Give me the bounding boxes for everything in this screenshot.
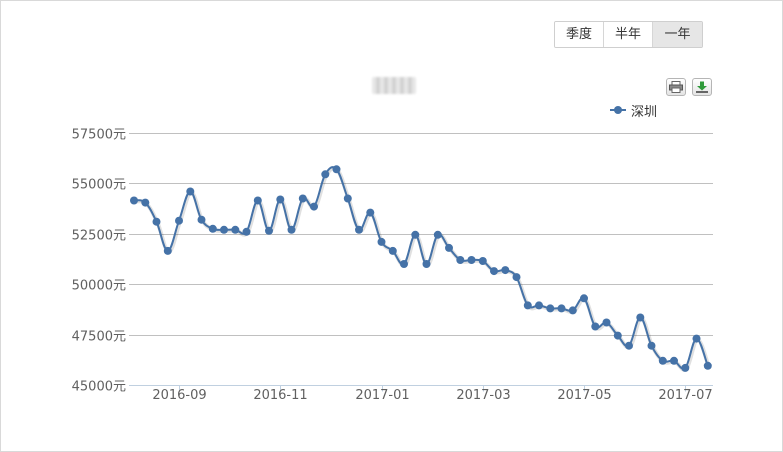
data-point [265, 226, 273, 235]
data-point [445, 243, 453, 252]
period-selector: 季度 半年 一年 [554, 21, 703, 48]
data-point [681, 363, 690, 372]
x-tick-label: 2017-01 [355, 388, 409, 403]
data-point [512, 273, 521, 282]
data-point [276, 195, 285, 204]
data-point [310, 202, 318, 211]
data-point [703, 361, 712, 370]
data-point [501, 266, 510, 275]
data-point [523, 301, 532, 310]
y-tick-label: 47500元 [72, 330, 126, 345]
data-point [658, 356, 667, 365]
chart-legend[interactable]: 深圳 [610, 101, 658, 120]
data-point [197, 215, 206, 224]
y-tick-label: 57500元 [72, 128, 126, 143]
data-point [377, 237, 386, 246]
blurred-chart-title [372, 77, 416, 94]
data-point [231, 225, 240, 234]
data-point [467, 256, 476, 264]
data-point [186, 187, 195, 196]
data-point [130, 196, 138, 205]
series-line [133, 166, 709, 370]
data-point [422, 260, 431, 268]
x-tick-label: 2017-07 [658, 388, 712, 403]
download-button[interactable] [692, 78, 712, 96]
data-point [602, 318, 611, 327]
data-point [580, 294, 588, 303]
data-point [242, 227, 251, 236]
data-point [557, 304, 566, 313]
legend-marker [610, 106, 626, 114]
data-point [321, 170, 330, 179]
data-point [152, 217, 161, 226]
data-point [647, 341, 656, 350]
series-line-shadow [134, 166, 711, 372]
data-point [568, 306, 577, 315]
data-point [208, 224, 217, 233]
data-point [355, 225, 363, 234]
data-point [535, 301, 543, 310]
print-button[interactable] [666, 78, 686, 96]
x-tick-label: 2017-03 [456, 388, 510, 403]
data-point [490, 267, 498, 276]
x-tick-label: 2016-11 [253, 388, 307, 403]
data-point [636, 313, 645, 322]
data-point [253, 196, 262, 205]
data-point [478, 257, 487, 265]
data-point [433, 230, 442, 239]
y-tick-label: 52500元 [72, 229, 126, 244]
data-point [411, 230, 420, 239]
data-point [163, 246, 172, 255]
data-point [298, 194, 307, 203]
data-point [287, 225, 296, 234]
data-point [670, 356, 678, 365]
y-tick-label: 45000元 [72, 380, 126, 395]
data-point [141, 198, 150, 207]
y-tick-label: 50000元 [72, 279, 126, 294]
data-point [613, 331, 622, 340]
data-point [400, 260, 408, 268]
data-point [388, 246, 397, 255]
period-halfyear-button[interactable]: 半年 [604, 22, 653, 47]
data-point [591, 322, 600, 331]
data-point [546, 304, 555, 313]
legend-label: 深圳 [631, 104, 658, 120]
period-quarter-button[interactable]: 季度 [555, 22, 604, 47]
data-point [366, 208, 375, 217]
data-point [332, 165, 341, 174]
data-point [220, 225, 228, 234]
data-point [175, 216, 183, 225]
x-tick-label: 2016-09 [152, 388, 206, 403]
download-icon [696, 81, 708, 93]
period-year-button[interactable]: 一年 [653, 22, 702, 47]
data-point [692, 334, 701, 343]
y-tick-label: 55000元 [72, 178, 126, 193]
data-point [456, 256, 465, 264]
printer-icon [669, 81, 683, 93]
data-point [343, 194, 352, 203]
data-point [625, 341, 633, 350]
x-tick-label: 2017-05 [557, 388, 611, 403]
